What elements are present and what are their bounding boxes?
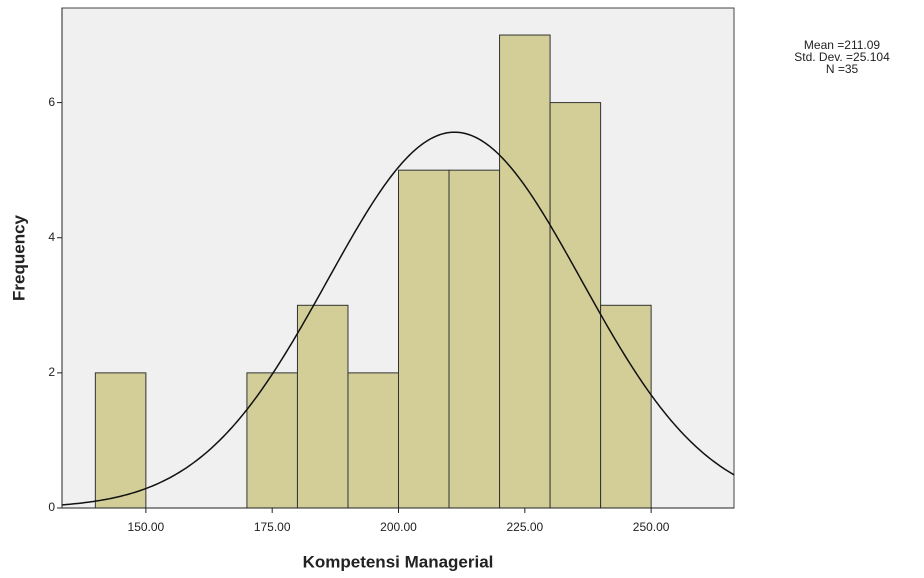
x-tick-label: 150.00 bbox=[128, 520, 165, 534]
bar bbox=[499, 34, 551, 509]
x-tick-label: 250.00 bbox=[633, 520, 670, 534]
bar bbox=[94, 372, 147, 509]
bar bbox=[448, 169, 501, 509]
x-axis-label: Kompetensi Managerial bbox=[303, 552, 494, 571]
bar bbox=[246, 372, 298, 509]
bar bbox=[549, 102, 602, 509]
x-tick-label: 175.00 bbox=[254, 520, 291, 534]
bar bbox=[296, 304, 349, 509]
y-axis-label: Frequency bbox=[9, 214, 28, 301]
bar bbox=[347, 372, 400, 509]
y-tick-label: 0 bbox=[48, 500, 55, 514]
y-tick-label: 4 bbox=[48, 230, 55, 244]
bar bbox=[398, 169, 450, 509]
x-tick-label: 225.00 bbox=[506, 520, 543, 534]
stat-n: N =35 bbox=[826, 62, 859, 76]
stat-mean: Mean =211.09 bbox=[804, 38, 880, 52]
x-tick-label: 200.00 bbox=[380, 520, 417, 534]
bar bbox=[600, 304, 652, 509]
y-tick-label: 2 bbox=[48, 365, 55, 379]
stat-std: Std. Dev. =25.104 bbox=[794, 50, 890, 64]
y-tick-label: 6 bbox=[48, 95, 55, 109]
normal-curve bbox=[61, 131, 735, 506]
